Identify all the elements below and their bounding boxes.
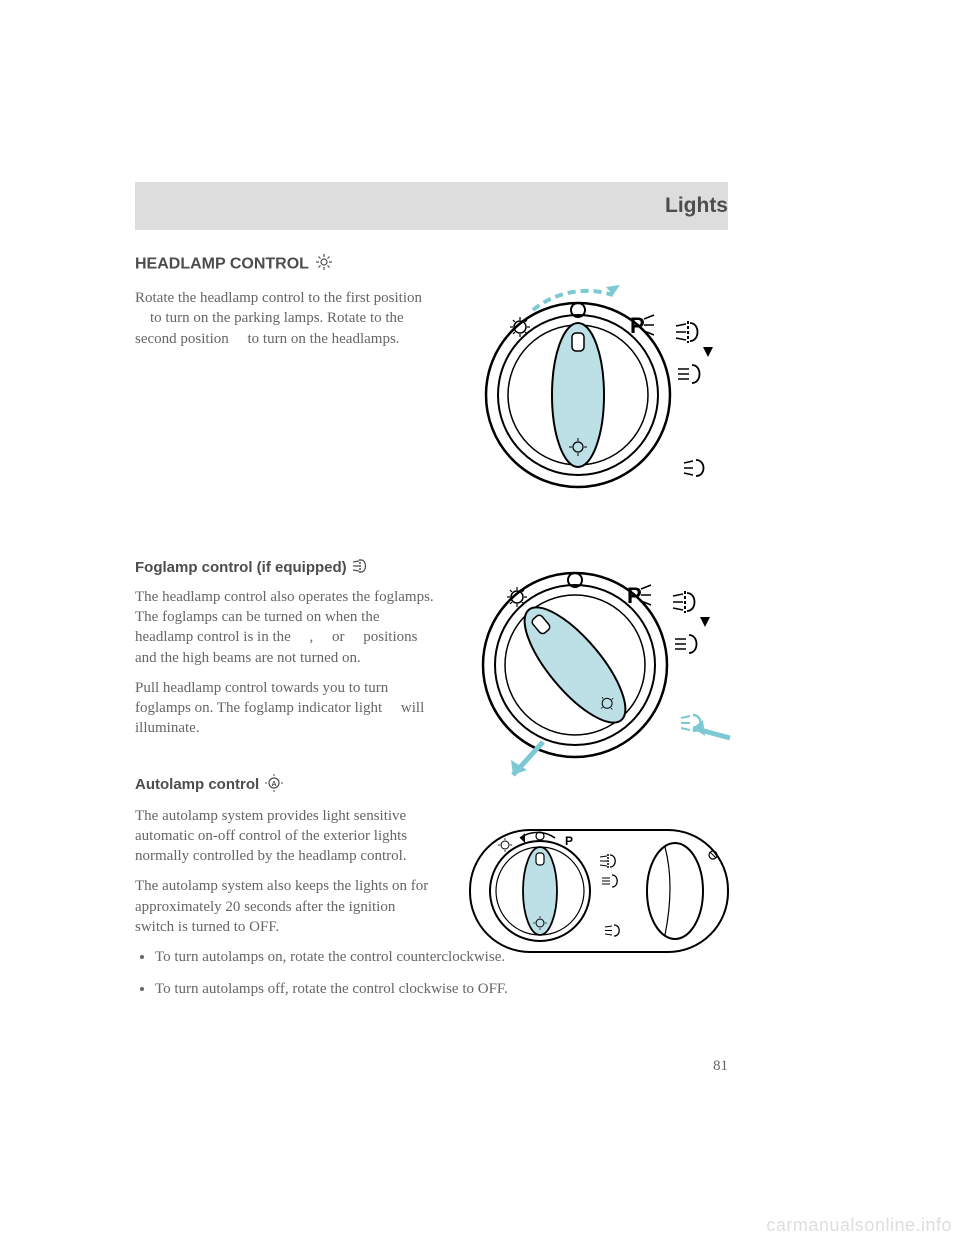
foglamp-heading: Foglamp control (if equipped) <box>135 559 375 577</box>
autolamp-para1: The autolamp system provides light sensi… <box>135 806 435 867</box>
autolamp-heading: Autolamp control A <box>135 774 285 796</box>
svg-text:P: P <box>630 313 645 338</box>
page-section-title: Lights <box>665 194 728 218</box>
headlamp-dial-figure: P <box>458 275 723 515</box>
headlamp-para: Rotate the headlamp control to the first… <box>135 288 435 349</box>
foglamp-dial-figure: P <box>455 560 735 790</box>
header-band <box>135 182 728 230</box>
bullet-2: To turn autolamps off, rotate the contro… <box>155 979 728 999</box>
autolamp-icon: A <box>265 774 283 796</box>
foglamp-para1: The headlamp control also operates the f… <box>135 587 435 668</box>
sun-icon <box>315 253 333 276</box>
autolamp-panel-figure: P <box>465 825 735 965</box>
watermark: carmanualsonline.info <box>766 1215 952 1236</box>
autolamp-para2: The autolamp system also keeps the light… <box>135 876 435 937</box>
svg-text:P: P <box>565 834 573 848</box>
autolamp-heading-text: Autolamp control <box>135 776 259 793</box>
page-number: 81 <box>713 1058 728 1075</box>
foglamp-para2: Pull headlamp control towards you to tur… <box>135 678 435 739</box>
foglamp-heading-text: Foglamp control (if equipped) <box>135 559 347 576</box>
foglamp-icon <box>353 559 373 577</box>
svg-text:A: A <box>272 781 277 788</box>
heading-text: HEADLAMP CONTROL <box>135 256 309 273</box>
svg-text:P: P <box>627 583 642 608</box>
headlamp-control-heading: HEADLAMP CONTROL <box>135 253 335 276</box>
